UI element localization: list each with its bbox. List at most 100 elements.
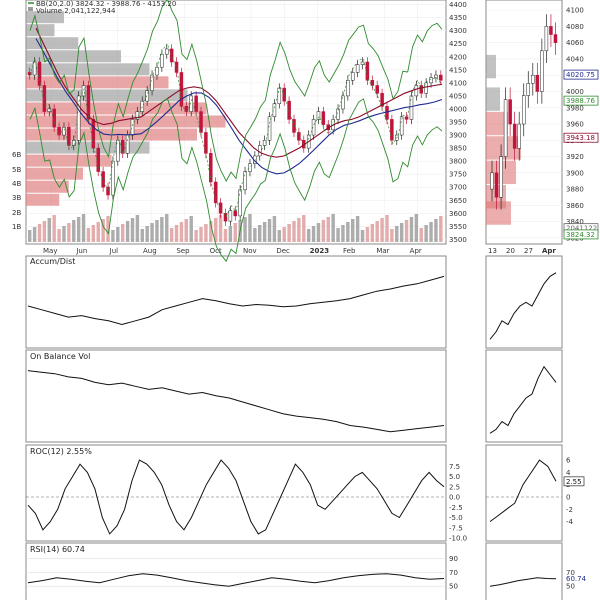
volume-profile-bar — [26, 50, 121, 63]
volume-bar — [209, 221, 213, 242]
side-candle-body — [521, 95, 526, 125]
month-label: Nov — [243, 247, 257, 255]
volume-bar — [96, 222, 100, 242]
price-tick-label: 3500 — [449, 236, 467, 244]
obv-title: On Balance Vol — [30, 352, 90, 361]
volume-bar — [351, 219, 355, 242]
candle-body — [439, 74, 443, 81]
price-tick-label: 4000 — [449, 105, 467, 113]
side-candle-body — [508, 99, 512, 125]
roc-tick-label: 5.0 — [449, 473, 460, 481]
volume-bar — [248, 214, 252, 242]
candle-body — [385, 106, 389, 120]
ma200-line — [35, 27, 443, 158]
volume-bar — [120, 224, 125, 242]
volume-bar — [116, 227, 120, 242]
volume-bar — [336, 228, 340, 242]
candle-body — [67, 126, 71, 146]
candle-body — [155, 66, 159, 76]
side-x-label: 27 — [524, 247, 533, 255]
volume-bar — [380, 218, 384, 242]
side-price-tick-label: 4060 — [566, 39, 584, 47]
candle-body — [120, 140, 125, 154]
volume-bar — [439, 216, 443, 242]
main-legend: BB(20,2.0) 3824.32 - 3988.76 - 4153.20 V… — [28, 0, 176, 15]
side-candle-body — [517, 123, 521, 149]
candle-body — [96, 147, 100, 172]
volume-bar — [360, 230, 365, 242]
volume-bar — [390, 229, 394, 242]
volume-bar — [62, 226, 66, 242]
price-tick-label: 3950 — [449, 119, 467, 127]
roc-tick-label: -7.5 — [449, 524, 463, 532]
roc-value-tag-box — [563, 476, 585, 487]
candle-body — [160, 53, 164, 68]
price-tick-label: 3650 — [449, 197, 467, 205]
price-tick-label: 4100 — [449, 79, 467, 87]
side-volume-profile-bar — [486, 111, 508, 136]
candle-body — [360, 61, 365, 65]
volume-bar — [355, 216, 360, 242]
volume-bar — [311, 226, 316, 242]
volume-bar — [125, 221, 130, 242]
indicator-lines — [27, 0, 557, 587]
volume-profile-bar — [26, 180, 69, 193]
volume-bar — [395, 226, 399, 242]
rsi-side-line — [489, 577, 557, 587]
candle-body — [341, 95, 345, 110]
volume-bar — [223, 229, 228, 242]
roc-side-line — [489, 459, 557, 523]
side-candle-body — [494, 172, 499, 198]
volume-bar — [399, 223, 404, 242]
volume-bar — [365, 227, 370, 242]
volume-tick-label: 5B — [12, 166, 21, 174]
volume-bar — [321, 220, 326, 242]
side-volume-profile-bar — [486, 136, 521, 160]
candle-body — [365, 61, 370, 81]
volume-bar — [424, 225, 428, 242]
side-price-tick-label: 4100 — [566, 7, 584, 15]
side-volume-profile-bar — [486, 54, 496, 79]
side-price-tick-label: 4000 — [566, 88, 584, 96]
side-candle-body — [540, 50, 544, 92]
volume-tick-label: 3B — [12, 194, 21, 202]
volume-bar — [341, 225, 345, 242]
candle-body — [72, 140, 76, 146]
roc-side-tick-label: -4 — [566, 518, 574, 526]
volume-bar — [76, 217, 81, 242]
month-label: Dec — [276, 247, 290, 255]
price-tick-label: 3900 — [449, 132, 467, 140]
volume-bar — [419, 228, 423, 242]
volume-bar — [32, 227, 37, 242]
volume-bar — [155, 220, 159, 242]
side-x-label: 20 — [506, 247, 515, 255]
side-candle-body — [553, 34, 558, 43]
roc-value-tag-label: 2.55 — [566, 478, 582, 486]
candle-body — [272, 103, 277, 118]
candle-body — [140, 100, 145, 112]
volume-bar — [213, 218, 218, 242]
volume-bar — [140, 229, 144, 242]
volume-legend-swatch — [28, 7, 33, 11]
side-candle-body — [526, 83, 531, 96]
bb-mid-line — [29, 43, 443, 218]
candle-body — [311, 119, 316, 136]
side-price-tick-label: 3860 — [566, 202, 584, 210]
roc-tick-label: -10.0 — [449, 535, 467, 543]
candle-body — [316, 111, 321, 120]
bb-legend-text: BB(20,2.0) 3824.32 - 3988.76 - 4153.20 — [36, 0, 176, 8]
volume-profile-bar — [26, 89, 188, 102]
rsi-side-panel — [485, 542, 563, 604]
side-price-tick-label: 3920 — [566, 153, 584, 161]
candle-body — [145, 90, 149, 102]
volume-bar — [272, 216, 277, 242]
candle-body — [52, 108, 56, 128]
month-label: Jun — [75, 247, 87, 255]
volume-legend-text: Volume 2,041,122,944 — [36, 7, 116, 15]
candle-body — [27, 72, 32, 76]
value-tag-label: 2041122 — [566, 225, 597, 233]
price-tick-label: 4200 — [449, 53, 467, 61]
volume-bar — [253, 228, 257, 242]
volume-bar — [189, 216, 193, 242]
month-label: Feb — [343, 247, 356, 255]
